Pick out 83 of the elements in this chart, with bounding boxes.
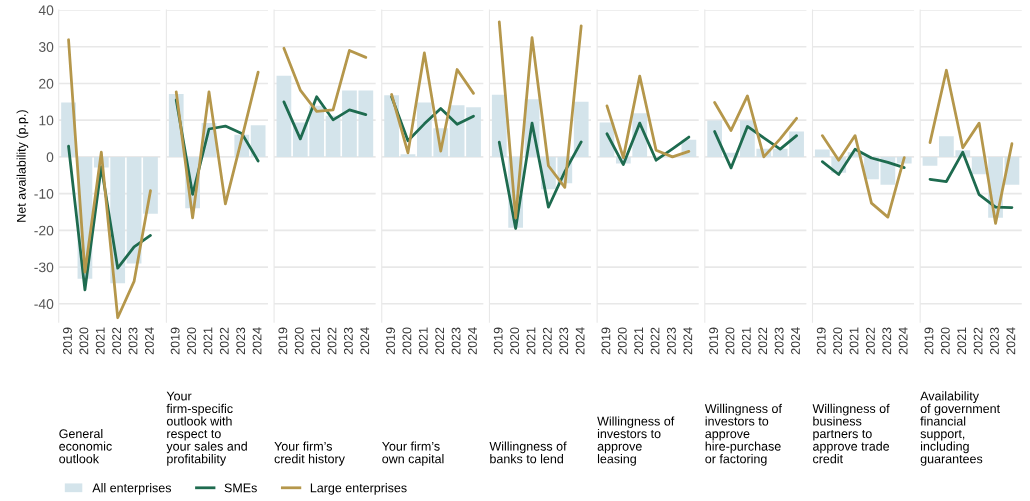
x-tick-label: 2022: [435, 327, 445, 355]
x-tick-label: 2021: [634, 327, 644, 355]
x-axis-title: Willingness of investors to approve hire-purchase or factoring: [704, 403, 782, 466]
x-tick-label: 2021: [957, 327, 967, 355]
x-tick-label: 2020: [617, 327, 627, 355]
x-tick-label: 2024: [1006, 327, 1016, 355]
x-tick-label: 2019: [924, 327, 934, 355]
bar: [250, 125, 266, 157]
y-tick-label: 20: [39, 78, 54, 89]
x-tick-label: 2019: [601, 327, 611, 355]
x-tick-label: 2022: [973, 327, 983, 355]
line-series: [67, 38, 152, 320]
x-tick-label: 2020: [294, 327, 304, 355]
x-tick-label: 2022: [650, 327, 660, 355]
x-tick-label: 2024: [360, 327, 370, 355]
x-tick-label: 2021: [418, 327, 428, 355]
bar: [573, 101, 589, 157]
y-tick-label: 40: [38, 5, 54, 16]
x-tick-label: 2020: [402, 327, 412, 355]
legend-label: SMEs: [224, 483, 257, 493]
x-tick-label: 2021: [526, 327, 536, 355]
x-tick-label: 2023: [990, 327, 999, 355]
x-tick-label: 2019: [170, 327, 180, 355]
x-tick-label: 2023: [559, 327, 569, 355]
x-tick-label: 2019: [709, 327, 718, 355]
x-axis-title: Your firm’s credit history: [274, 441, 345, 466]
x-axis-title: Your firm-specific outlook with respect to your sales and profitability: [166, 391, 247, 466]
x-tick-label: 2023: [667, 327, 676, 355]
x-tick-label: 2020: [833, 327, 843, 355]
x-tick-label: 2019: [63, 327, 72, 355]
x-tick-label: 2023: [882, 327, 892, 355]
x-tick-label: 2022: [112, 327, 122, 355]
x-tick-label: 2021: [741, 327, 751, 355]
x-tick-label: 2023: [451, 327, 461, 355]
x-axis-title: Availability of government financial support, including guarantees: [920, 391, 1000, 466]
x-tick-label: 2024: [144, 327, 154, 355]
x-tick-label: 2020: [510, 327, 520, 355]
y-tick-label: 30: [38, 42, 54, 52]
y-tick-label: 0: [46, 152, 54, 163]
legend-label: All enterprises: [92, 483, 172, 495]
x-tick-label: 2021: [95, 327, 105, 355]
x-tick-label: 2024: [575, 327, 585, 355]
bar: [384, 95, 399, 157]
y-axis-title: Net availability (p.p.): [16, 110, 29, 222]
x-tick-label: 2020: [79, 327, 89, 355]
x-tick-label: 2024: [683, 327, 693, 355]
x-tick-label: 2024: [791, 327, 800, 355]
x-tick-label: 2024: [898, 327, 908, 355]
x-axis-title: Willingness of banks to lend: [489, 441, 567, 464]
y-tick-label: 10: [39, 115, 54, 126]
x-axis-title: Your firm’s own capital: [382, 441, 444, 466]
x-tick-label: 2022: [865, 327, 875, 355]
y-tick-label: -20: [34, 225, 54, 236]
x-tick-label: 2021: [203, 327, 213, 355]
y-tick-label: -40: [34, 299, 54, 309]
legend-label: Large enterprises: [310, 483, 407, 495]
x-tick-label: 2019: [493, 327, 503, 355]
x-axis-title: Willingness of business partners to approve trade credit: [812, 403, 890, 464]
x-tick-label: 2023: [774, 327, 784, 355]
x-tick-label: 2020: [725, 327, 735, 355]
x-tick-label: 2020: [940, 327, 950, 355]
x-tick-label: 2022: [327, 327, 337, 355]
x-tick-label: 2019: [278, 327, 288, 355]
x-tick-label: 2021: [849, 327, 859, 355]
x-tick-label: 2023: [128, 327, 138, 355]
x-tick-label: 2023: [236, 327, 246, 355]
bar: [707, 120, 723, 157]
y-tick-label: -30: [34, 262, 54, 273]
x-axis-title: Willingness of investors to approve leasing: [597, 416, 675, 466]
x-tick-label: 2021: [311, 327, 321, 355]
x-tick-label: 2022: [758, 327, 768, 355]
x-tick-label: 2024: [468, 327, 477, 355]
x-tick-label: 2023: [343, 327, 353, 355]
bar: [276, 75, 292, 157]
x-tick-label: 2022: [219, 327, 229, 355]
x-tick-label: 2019: [816, 327, 826, 355]
x-tick-label: 2019: [386, 327, 395, 355]
y-tick-label: -10: [34, 188, 54, 199]
x-axis-title: General economic outlook: [59, 428, 112, 464]
x-tick-label: 2024: [252, 327, 262, 355]
bar: [400, 154, 416, 157]
x-tick-label: 2020: [187, 327, 196, 355]
x-tick-label: 2022: [542, 327, 552, 355]
